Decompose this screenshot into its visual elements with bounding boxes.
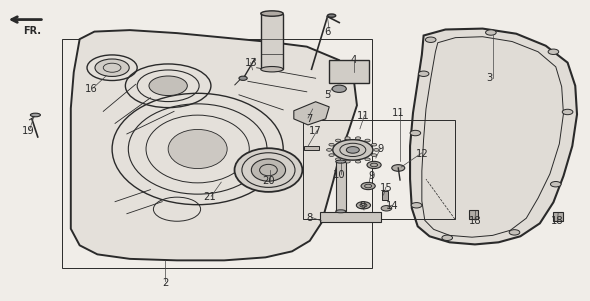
Ellipse shape <box>392 165 405 171</box>
Ellipse shape <box>356 202 371 209</box>
Ellipse shape <box>336 158 341 161</box>
Ellipse shape <box>374 148 379 151</box>
Text: 6: 6 <box>324 26 330 37</box>
Polygon shape <box>410 29 577 244</box>
Text: 9: 9 <box>378 144 384 154</box>
Text: 8: 8 <box>307 213 313 223</box>
Bar <box>336 162 346 211</box>
Text: 21: 21 <box>203 192 216 202</box>
Bar <box>469 210 478 219</box>
Ellipse shape <box>168 129 227 169</box>
Ellipse shape <box>365 158 370 161</box>
Bar <box>304 146 319 150</box>
Ellipse shape <box>411 203 422 208</box>
Text: 5: 5 <box>324 90 330 100</box>
Text: 9: 9 <box>369 171 375 181</box>
Bar <box>261 14 283 69</box>
Text: 4: 4 <box>351 55 357 65</box>
Ellipse shape <box>442 235 453 240</box>
Ellipse shape <box>234 148 302 192</box>
Bar <box>62 39 372 268</box>
Text: 7: 7 <box>307 114 313 124</box>
Text: 14: 14 <box>386 201 399 211</box>
Ellipse shape <box>261 67 283 72</box>
Ellipse shape <box>95 59 129 76</box>
Ellipse shape <box>372 143 377 146</box>
Text: 10: 10 <box>333 169 346 180</box>
Ellipse shape <box>372 154 377 157</box>
Text: 16: 16 <box>85 84 98 94</box>
Ellipse shape <box>329 154 334 157</box>
Ellipse shape <box>149 76 188 96</box>
Text: 11: 11 <box>392 108 405 118</box>
Bar <box>320 212 381 222</box>
Ellipse shape <box>381 206 392 211</box>
Ellipse shape <box>410 130 421 136</box>
Ellipse shape <box>251 159 286 181</box>
Text: 15: 15 <box>380 183 393 193</box>
Text: 2: 2 <box>162 278 168 288</box>
Text: 17: 17 <box>309 126 322 136</box>
Ellipse shape <box>31 113 40 117</box>
Text: 20: 20 <box>262 175 275 186</box>
Polygon shape <box>71 30 357 260</box>
Text: FR.: FR. <box>24 26 41 36</box>
Ellipse shape <box>261 11 283 16</box>
Ellipse shape <box>425 37 436 42</box>
Ellipse shape <box>329 143 334 146</box>
Bar <box>303 120 455 219</box>
Ellipse shape <box>327 148 332 151</box>
Ellipse shape <box>336 139 341 142</box>
Ellipse shape <box>239 76 247 80</box>
Ellipse shape <box>355 160 360 163</box>
Text: 13: 13 <box>244 58 257 68</box>
Ellipse shape <box>548 49 559 54</box>
Text: 12: 12 <box>415 148 428 159</box>
Ellipse shape <box>562 109 573 115</box>
Ellipse shape <box>486 30 496 35</box>
Ellipse shape <box>509 230 520 235</box>
Ellipse shape <box>367 161 381 169</box>
Ellipse shape <box>345 160 350 163</box>
Text: 11: 11 <box>356 111 369 121</box>
Ellipse shape <box>361 182 375 190</box>
Ellipse shape <box>327 14 336 17</box>
Bar <box>329 60 369 83</box>
Ellipse shape <box>336 160 346 163</box>
Ellipse shape <box>345 137 350 140</box>
Text: 19: 19 <box>22 126 35 136</box>
Ellipse shape <box>336 210 346 213</box>
Ellipse shape <box>355 137 360 140</box>
Polygon shape <box>294 102 329 125</box>
Text: 9: 9 <box>360 201 366 211</box>
Text: 3: 3 <box>487 73 493 83</box>
Ellipse shape <box>333 140 373 160</box>
Ellipse shape <box>418 71 429 76</box>
Text: 18: 18 <box>551 216 564 226</box>
Ellipse shape <box>365 139 370 142</box>
Ellipse shape <box>550 182 561 187</box>
Bar <box>553 212 563 221</box>
Text: 18: 18 <box>468 216 481 226</box>
Ellipse shape <box>332 85 346 92</box>
Bar <box>382 191 388 200</box>
Ellipse shape <box>346 147 359 153</box>
